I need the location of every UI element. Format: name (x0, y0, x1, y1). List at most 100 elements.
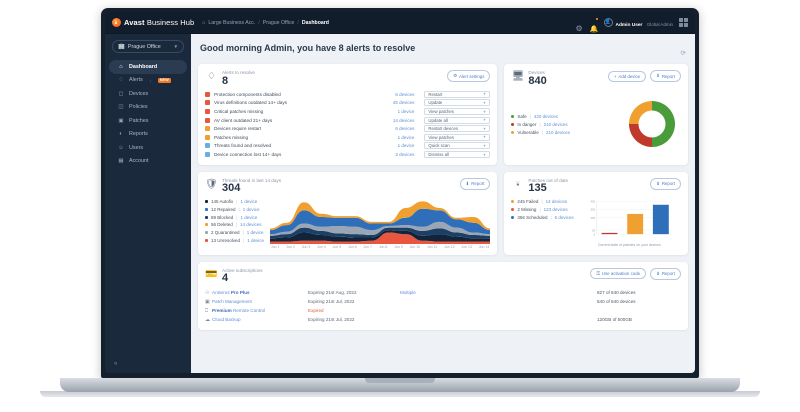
sidebar-item-account[interactable]: ▦ Account (109, 155, 187, 169)
subscription-expiry: Expiring 21st Jul, 2022 (308, 317, 355, 323)
chevron-down-icon: ▼ (482, 109, 487, 114)
alert-device-count[interactable]: 45 devices (392, 100, 415, 106)
alert-settings-label: Alert settings (459, 73, 485, 79)
alert-row[interactable]: Patches missing 1 device View patches ▼ (205, 133, 491, 142)
alert-device-count[interactable]: 14 devices (392, 117, 415, 123)
sidebar-item-users[interactable]: ☺ Users (109, 141, 187, 155)
add-device-button[interactable]: + Add device (607, 70, 647, 82)
alert-action-select[interactable]: Update ▼ (424, 99, 491, 107)
breadcrumb-item-office[interactable]: Prague Office (262, 19, 295, 26)
remote-icon: ⎕ (205, 307, 209, 314)
use-activation-code-button[interactable]: ⚿ Use activation code (590, 268, 647, 280)
alert-row[interactable]: Devices require restart 6 devices Restar… (205, 124, 491, 133)
x-tick: Jun 7 (363, 244, 372, 249)
cloud-icon: ☁ (205, 316, 210, 323)
subscription-name[interactable]: Patch Management (212, 299, 308, 304)
gear-icon[interactable] (576, 18, 584, 26)
alert-action-select[interactable]: Quick scan ▼ (424, 142, 491, 150)
alert-device-count[interactable]: 6 devices (395, 91, 415, 97)
alert-row[interactable]: Critical patches missing 1 device View p… (205, 107, 491, 116)
alert-device-count[interactable]: 1 device (397, 134, 415, 140)
alert-row[interactable]: Device connection lost 14+ days 3 device… (205, 150, 491, 159)
alerts-list: Protection components disabled 6 devices… (205, 90, 491, 159)
refresh-icon[interactable]: ⟳ (680, 50, 686, 57)
alert-action-select[interactable]: Restart devices ▼ (424, 125, 491, 133)
sidebar-collapse-button[interactable]: « (114, 361, 118, 367)
devices-card: 🖥 Devices 840 + Add device ⬇ Report (504, 64, 688, 165)
subscription-name[interactable]: Cloud Backup (212, 317, 308, 322)
sidebar-item-devices[interactable]: ◻ Devices (109, 87, 187, 101)
alert-name: Device connection lost 14+ days (214, 152, 282, 158)
alert-device-count[interactable]: 6 devices (395, 126, 415, 132)
devices-count: 840 (528, 74, 547, 87)
alert-row[interactable]: Threats found and resolved 1 device Quic… (205, 142, 491, 151)
monitor-icon: 🖥 (511, 71, 525, 82)
grid-apps-icon[interactable] (679, 17, 688, 27)
legend-value[interactable]: 1 device (247, 237, 264, 243)
devices-report-button[interactable]: ⬇ Report (650, 70, 681, 82)
alert-row[interactable]: AV client outdated 21+ days 14 devices U… (205, 116, 491, 125)
legend-value[interactable]: 1 device (246, 230, 264, 236)
shield-icon: ☉ (205, 289, 210, 296)
subscription-row[interactable]: ☉ Antivirus Pro Plus Expiring 21st Aug, … (205, 288, 681, 297)
alert-action-label: Restart (428, 91, 443, 97)
legend-separator: | (236, 214, 238, 220)
legend-label: 12 Repaired (211, 206, 236, 212)
alert-action-select[interactable]: Dismiss all ▼ (424, 151, 491, 159)
legend-value[interactable]: 1 device (242, 206, 260, 212)
user-menu[interactable]: Admin User Global Admin (603, 13, 673, 31)
threats-report-button[interactable]: ⬇ Report (459, 177, 491, 190)
alert-action-select[interactable]: View patches ▼ (424, 108, 491, 116)
sidebar-item-label: Alerts (129, 77, 143, 84)
legend-value[interactable]: 1 device (240, 198, 258, 204)
breadcrumb-item-account[interactable]: Large Business Acc. (208, 19, 256, 26)
alert-device-count[interactable]: 1 device (397, 109, 415, 115)
alert-row[interactable]: Virus definitions outdated 14+ days 45 d… (205, 99, 491, 108)
sidebar-item-label: Devices (129, 90, 149, 97)
subscription-row[interactable]: ▣ Patch Management Expiring 21st Jul, 20… (205, 297, 681, 306)
area-series-quarantined (269, 221, 491, 236)
severity-icon (205, 109, 210, 115)
legend-value[interactable]: 210 devices (543, 121, 568, 127)
sidebar-item-label: Users (129, 144, 144, 151)
patches-report-button[interactable]: ⬇ Report (650, 177, 681, 190)
x-tick: Jun 14 (478, 244, 490, 249)
legend-value[interactable]: 123 devices (543, 206, 568, 212)
sidebar-item-dashboard[interactable]: ⌂ Dashboard (109, 60, 187, 74)
subscription-row[interactable]: ⎕ Premium Remote Control Expired (205, 306, 681, 315)
alert-device-count[interactable]: 3 devices (395, 152, 415, 158)
legend-label: 13 Unresolved (211, 237, 241, 243)
subscription-row[interactable]: ☁ Cloud Backup Expiring 21st Jul, 2022 1… (205, 315, 681, 324)
brand-logo-area[interactable]: Avast Business Hub (112, 18, 198, 27)
subscription-name[interactable]: Premium Remote Control (212, 308, 308, 313)
office-selector[interactable]: Prague Office ▼ (112, 40, 184, 53)
alert-settings-button[interactable]: ⚙ Alert settings (447, 70, 491, 82)
legend-value[interactable]: 14 devices (545, 198, 568, 204)
legend-value[interactable]: 210 devices (545, 130, 570, 136)
alert-action-select[interactable]: Restart ▼ (424, 90, 491, 98)
legend-value[interactable]: 14 devices (239, 222, 262, 228)
legend-separator: | (235, 222, 237, 228)
legend-value[interactable]: 1 device (240, 214, 258, 220)
patches-bar-chart: 0 50 200 300 400 Current state of patches on… (578, 198, 681, 247)
threats-area-chart: Jun 1 Jun 2 Jun 3 Jun 4 Jun 5 Jun 6 Jun … (269, 198, 491, 249)
legend-item: 89 Blocked | 1 device (205, 215, 264, 220)
legend-value[interactable]: 6 devices (554, 214, 574, 220)
legend-value[interactable]: 420 devices (533, 113, 558, 119)
severity-icon (205, 134, 210, 140)
alert-device-count[interactable]: 1 device (397, 143, 415, 149)
sidebar-item-alerts[interactable]: ♢ Alerts | NEW (109, 74, 187, 88)
subscriptions-report-button[interactable]: ⬇ Report (650, 267, 681, 280)
sidebar-item-patches[interactable]: ▣ Patches (109, 114, 187, 128)
sidebar-item-reports[interactable]: ◐ Reports (109, 128, 187, 142)
bar-chart-svg: 050 200 300 400 (590, 199, 674, 236)
legend-label: 245 Failed (517, 198, 539, 204)
alert-action-select[interactable]: View patches ▼ (424, 133, 491, 141)
alert-action-select[interactable]: Update all ▼ (424, 116, 491, 124)
bell-icon[interactable] (590, 17, 599, 26)
laptop-foot (40, 391, 760, 397)
subscription-multiple-link[interactable]: Multiple (400, 290, 416, 296)
sidebar-item-policies[interactable]: ◫ Policies (109, 101, 187, 115)
alert-row[interactable]: Protection components disabled 6 devices… (205, 90, 491, 99)
subscription-name[interactable]: Antivirus Pro Plus (212, 290, 308, 295)
